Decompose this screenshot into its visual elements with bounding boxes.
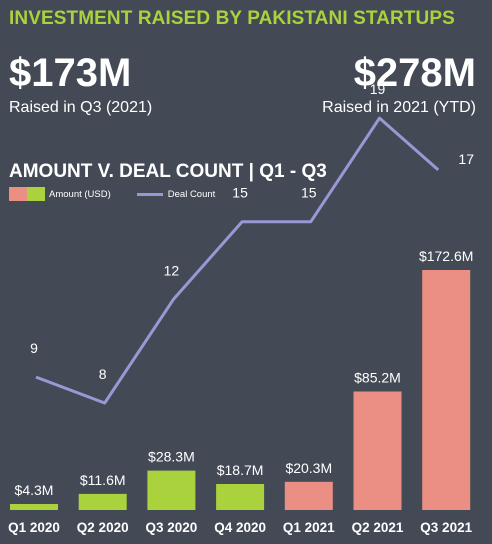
page-title: INVESTMENT RAISED BY PAKISTANI STARTUPS xyxy=(9,8,455,29)
bar-value-label-6: $172.6M xyxy=(419,248,473,264)
chart-title: AMOUNT V. DEAL COUNT | Q1 - Q3 xyxy=(9,161,327,182)
deal-count-label-0: 9 xyxy=(30,340,38,356)
deal-count-label-4: 15 xyxy=(301,185,317,201)
chart-legend: Amount (USD) Deal Count xyxy=(9,186,215,202)
bar-4 xyxy=(284,481,333,510)
deal-count-label-5: 19 xyxy=(370,81,386,97)
bar-2 xyxy=(147,470,196,510)
x-tick-label-1: Q2 2020 xyxy=(77,520,129,535)
bar-3 xyxy=(216,484,265,510)
deal-count-line xyxy=(35,116,440,405)
legend-swatch-amount-2020 xyxy=(27,187,45,201)
bar-6 xyxy=(422,270,471,510)
bar-value-label-1: $11.6M xyxy=(80,472,126,488)
x-tick-label-4: Q1 2021 xyxy=(283,520,335,535)
q3-raised-value: $173M xyxy=(9,51,132,95)
deal-count-label-1: 8 xyxy=(99,366,107,382)
x-tick-label-5: Q2 2021 xyxy=(352,520,404,535)
deal-count-label-3: 15 xyxy=(232,185,248,201)
bar-value-label-3: $18.7M xyxy=(217,462,264,478)
bar-value-label-5: $85.2M xyxy=(354,370,401,386)
legend-swatch-amount-2021 xyxy=(9,187,27,201)
x-tick-label-2: Q3 2020 xyxy=(146,520,198,535)
x-tick-label-0: Q1 2020 xyxy=(8,520,60,535)
bar-5 xyxy=(353,391,402,510)
q3-raised-caption: Raised in Q3 (2021) xyxy=(9,99,153,116)
deal-count-label-6: 17 xyxy=(458,151,474,167)
bar-1 xyxy=(78,493,127,510)
legend-label-amount: Amount (USD) xyxy=(49,188,111,200)
x-tick-label-6: Q3 2021 xyxy=(420,520,472,535)
ytd-raised-value: $278M xyxy=(353,51,476,95)
ytd-raised-caption: Raised in 2021 (YTD) xyxy=(322,99,476,116)
legend-label-deal-count: Deal Count xyxy=(167,188,216,200)
bar-value-label-0: $4.3M xyxy=(15,482,54,498)
bar-value-label-2: $28.3M xyxy=(148,449,195,465)
x-tick-label-3: Q4 2020 xyxy=(214,520,266,535)
deal-count-label-2: 12 xyxy=(164,262,180,278)
bar-0 xyxy=(10,504,58,510)
bar-value-label-4: $20.3M xyxy=(285,460,332,476)
legend-swatch-deal-count xyxy=(136,192,163,196)
